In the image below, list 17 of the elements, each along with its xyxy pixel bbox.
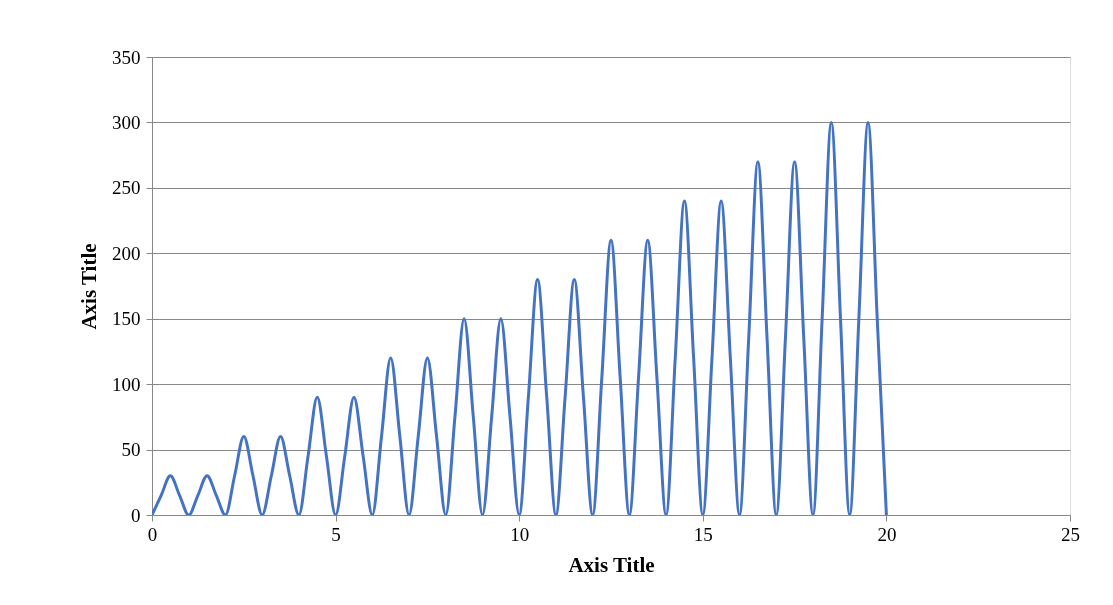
y-tick-label: 0 bbox=[131, 504, 141, 526]
x-axis-title: Axis Title bbox=[568, 552, 655, 577]
x-tick-label: 15 bbox=[693, 523, 713, 545]
x-tick-label: 20 bbox=[877, 523, 897, 545]
x-tick-label: 10 bbox=[510, 523, 530, 545]
x-tick-label: 5 bbox=[331, 523, 341, 545]
y-tick-label: 50 bbox=[121, 439, 141, 461]
line-series bbox=[152, 120, 888, 515]
y-axis-title: Axis Title bbox=[77, 243, 101, 330]
y-tick-label: 150 bbox=[112, 308, 141, 330]
x-tick-label: 0 bbox=[147, 523, 158, 545]
y-tick-label: 200 bbox=[112, 242, 141, 264]
y-tick-label: 350 bbox=[112, 46, 141, 68]
y-tick-label: 250 bbox=[112, 177, 141, 199]
x-tick-label: 25 bbox=[1061, 523, 1080, 545]
y-tick-label: 100 bbox=[112, 373, 141, 395]
y-tick-label: 300 bbox=[112, 111, 141, 133]
